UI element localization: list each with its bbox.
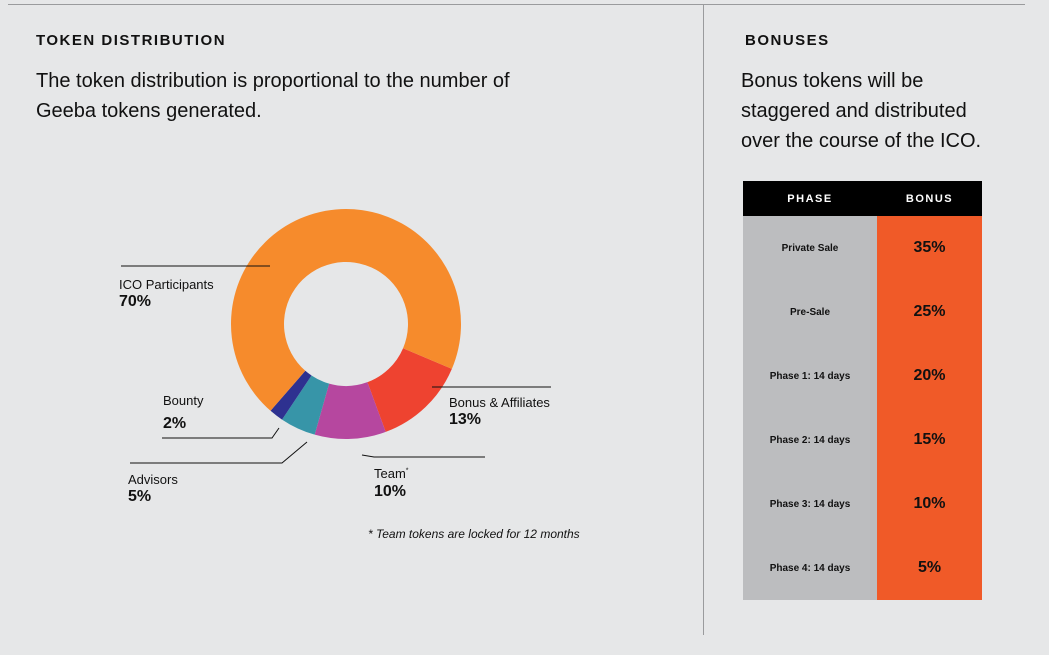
bonus-cell: 5% — [877, 536, 982, 600]
top-rule — [8, 4, 1025, 5]
token-distribution-text: The token distribution is proportional t… — [36, 70, 510, 122]
slice-bonus-affiliates — [367, 348, 452, 432]
bonus-cell: 15% — [877, 408, 982, 472]
table-row: Pre-Sale 25% — [743, 280, 982, 344]
phase-cell: Phase 1: 14 days — [743, 344, 877, 408]
bonus-cell: 10% — [877, 472, 982, 536]
header-bonus: BONUS — [877, 181, 982, 216]
label-ico: ICO Participants — [119, 277, 214, 292]
leader-bounty — [162, 427, 280, 439]
label-bonus: Bonus & Affiliates — [449, 395, 550, 410]
bonuses-text: Bonus tokens will be staggered and distr… — [741, 70, 982, 152]
token-distribution-heading: TOKEN DISTRIBUTION — [36, 32, 227, 49]
bonus-cell: 25% — [877, 280, 982, 344]
column-divider — [703, 4, 704, 635]
table-row: Phase 3: 14 days 10% — [743, 472, 982, 536]
label-advisors: Advisors — [128, 472, 178, 487]
bonus-cell: 35% — [877, 216, 982, 280]
pct-advisors: 5% — [128, 488, 152, 505]
header-phase: PHASE — [743, 181, 877, 216]
pct-bonus: 13% — [449, 411, 482, 428]
bonus-table: PHASE BONUS Private Sale 35% Pre-Sale 25% Ph… — [743, 181, 982, 600]
leader-advisors — [130, 441, 308, 464]
pct-team: 10% — [374, 483, 407, 500]
slice-advisors — [282, 375, 330, 435]
pct-ico: 70% — [119, 293, 152, 310]
slice-team — [314, 382, 386, 439]
team-footnote: * Team tokens are locked for 12 months — [368, 527, 580, 541]
table-row: Phase 1: 14 days 20% — [743, 344, 982, 408]
phase-cell: Phase 2: 14 days — [743, 408, 877, 472]
label-bounty: Bounty — [163, 393, 204, 408]
phase-cell: Pre-Sale — [743, 280, 877, 344]
phase-cell: Phase 3: 14 days — [743, 472, 877, 536]
phase-cell: Private Sale — [743, 216, 877, 280]
table-row: Phase 4: 14 days 5% — [743, 536, 982, 600]
label-team: Team* — [374, 466, 409, 481]
table-row: Phase 2: 14 days 15% — [743, 408, 982, 472]
bonuses-heading: BONUSES — [745, 32, 830, 49]
slice-bounty — [270, 370, 312, 420]
slice-ico-participants — [231, 208, 461, 411]
leader-team — [361, 454, 485, 458]
donut-chart — [121, 208, 551, 464]
pct-bounty: 2% — [163, 415, 187, 432]
bonus-cell: 20% — [877, 344, 982, 408]
phase-cell: Phase 4: 14 days — [743, 536, 877, 600]
table-row: Private Sale 35% — [743, 216, 982, 280]
